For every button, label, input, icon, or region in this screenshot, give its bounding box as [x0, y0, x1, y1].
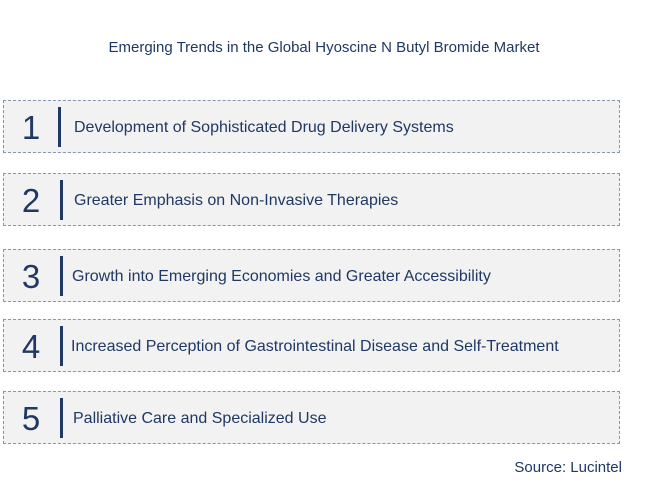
trend-number-1: 1	[21, 109, 41, 146]
trend-row-2: 2 Greater Emphasis on Non-Invasive Thera…	[3, 173, 620, 226]
trend-number-2: 2	[21, 182, 41, 219]
trend-divider-3	[60, 256, 63, 296]
trend-label-4: Increased Perception of Gastrointestinal…	[71, 338, 559, 355]
trend-divider-2	[60, 180, 63, 220]
trend-number-4: 4	[21, 328, 41, 365]
trend-label-1: Development of Sophisticated Drug Delive…	[74, 119, 454, 136]
trend-row-5: 5 Palliative Care and Specialized Use	[3, 391, 620, 444]
trend-divider-1	[58, 107, 61, 147]
trend-row-3: 3 Growth into Emerging Economies and Gre…	[3, 249, 620, 302]
trend-row-1: 1 Development of Sophisticated Drug Deli…	[3, 100, 620, 153]
diagram-title: Emerging Trends in the Global Hyoscine N…	[108, 39, 540, 56]
trend-label-3: Growth into Emerging Economies and Great…	[72, 268, 491, 285]
trend-divider-4	[60, 326, 63, 366]
trend-label-2: Greater Emphasis on Non-Invasive Therapi…	[74, 192, 399, 209]
source-credit: Source: Lucintel	[514, 459, 622, 476]
trend-number-5: 5	[21, 400, 41, 437]
trend-label-5: Palliative Care and Specialized Use	[73, 410, 327, 427]
trend-divider-5	[60, 398, 63, 438]
trend-row-4: 4 Increased Perception of Gastrointestin…	[3, 319, 620, 372]
trend-number-3: 3	[21, 258, 41, 295]
